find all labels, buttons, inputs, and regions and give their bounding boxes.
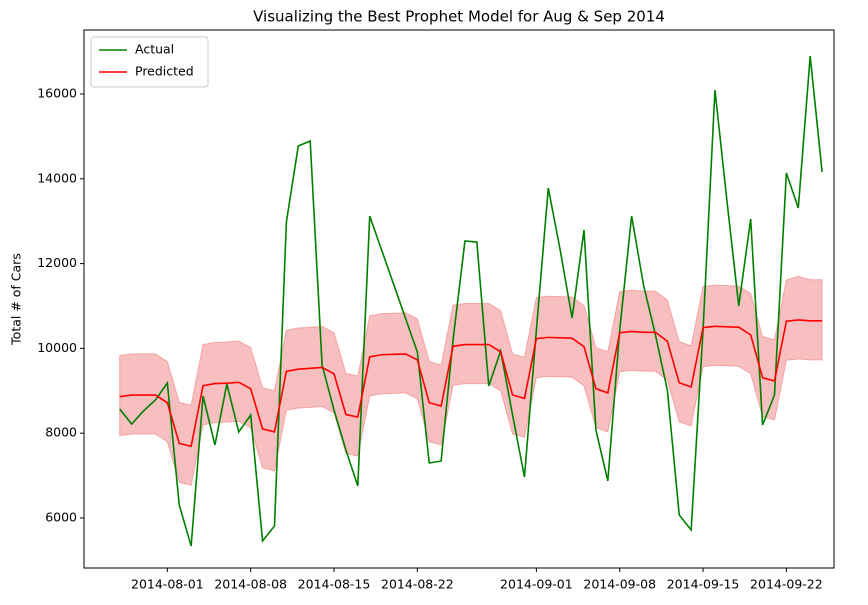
x-tick-label: 2014-08-22	[381, 577, 454, 592]
x-tick-label: 2014-08-08	[214, 577, 287, 592]
y-tick-label: 12000	[37, 255, 77, 270]
x-tick-label: 2014-08-15	[298, 577, 371, 592]
axes-frame	[83, 29, 835, 569]
y-tick-label: 16000	[37, 86, 77, 101]
x-tick-label: 2014-09-22	[750, 577, 823, 592]
legend-label: Actual	[135, 42, 174, 57]
x-tick-label: 2014-09-01	[500, 577, 573, 592]
confidence-band	[119, 275, 823, 486]
legend-label: Predicted	[135, 64, 194, 79]
y-axis-label: Total # of Cars	[9, 253, 24, 346]
series-line	[119, 319, 823, 448]
y-tick-label: 14000	[37, 170, 77, 185]
x-tick-label: 2014-08-01	[131, 577, 204, 592]
x-tick-label: 2014-09-15	[667, 577, 740, 592]
y-tick-label: 8000	[45, 425, 77, 440]
series-line	[119, 55, 823, 547]
y-tick-label: 6000	[45, 509, 77, 524]
chart-title: Visualizing the Best Prophet Model for A…	[253, 8, 665, 26]
x-tick-label: 2014-09-08	[583, 577, 656, 592]
y-tick-label: 10000	[37, 340, 77, 355]
